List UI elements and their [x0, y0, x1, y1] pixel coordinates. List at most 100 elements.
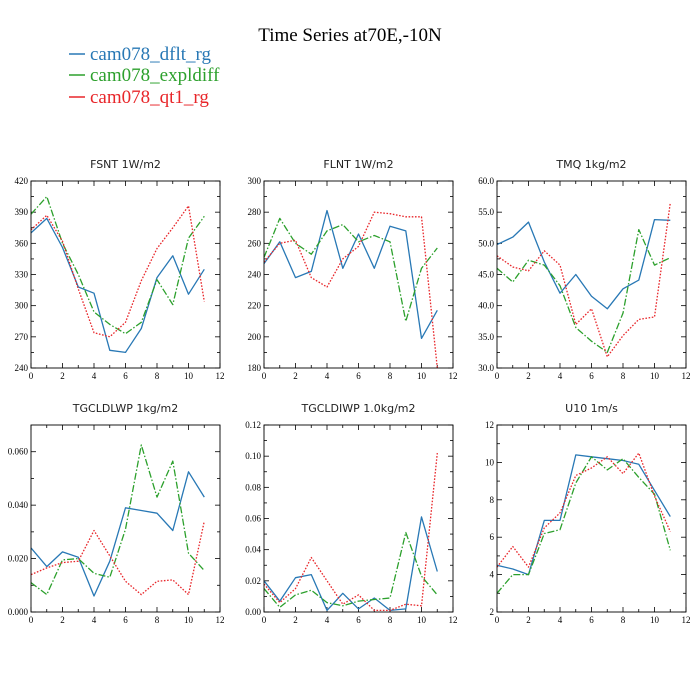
y-tick-label: 4 — [490, 570, 495, 580]
x-tick-label: 0 — [29, 615, 34, 625]
y-tick-label: 270 — [15, 332, 29, 342]
panel-0: FSNT 1W/m2 240 270 300 330 360 390 420 0 2 4 6 8 10 12 — [15, 158, 225, 381]
y-tick-label: 390 — [15, 207, 29, 217]
x-tick-label: 6 — [123, 371, 128, 381]
x-tick-label: 12 — [216, 615, 225, 625]
series-line-cam078_dflt_rg — [31, 471, 205, 597]
x-tick-label: 6 — [589, 371, 594, 381]
panel-title: TGCLDIWP 1.0kg/m2 — [300, 402, 415, 415]
x-tick-label: 8 — [388, 371, 393, 381]
legend-label-qt1: cam078_qt1_rg — [90, 87, 209, 108]
y-tick-label: 330 — [15, 270, 29, 280]
x-tick-label: 12 — [449, 371, 458, 381]
y-tick-label: 0.10 — [245, 451, 261, 461]
y-tick-label: 0.00 — [245, 607, 261, 617]
y-tick-label: 240 — [15, 363, 29, 373]
y-tick-label: 240 — [248, 270, 262, 280]
y-tick-label: 30.0 — [478, 363, 494, 373]
panel-frame — [496, 180, 687, 369]
x-tick-label: 0 — [262, 615, 267, 625]
y-tick-label: 300 — [248, 176, 262, 186]
y-tick-label: 280 — [248, 207, 262, 217]
panel-3: TGCLDLWP 1kg/m2 0.000 0.020 0.040 0.060 0 2 4 6 8… — [8, 402, 225, 625]
x-tick-label: 4 — [558, 371, 563, 381]
x-tick-label: 8 — [621, 371, 626, 381]
series-line-cam078_qt1_rg — [264, 211, 438, 368]
x-tick-label: 12 — [449, 615, 458, 625]
y-tick-label: 60.0 — [478, 176, 494, 186]
series-line-cam078_dflt_rg — [264, 516, 438, 612]
series-line-cam078_dflt_rg — [264, 209, 438, 340]
y-tick-label: 12 — [485, 420, 494, 430]
legend-label-dflt: cam078_dflt_rg — [90, 44, 212, 65]
x-tick-label: 4 — [325, 371, 330, 381]
x-tick-label: 4 — [558, 615, 563, 625]
y-tick-label: 40.0 — [478, 301, 494, 311]
panel-title: U10 1m/s — [565, 402, 618, 415]
y-tick-label: 180 — [248, 363, 262, 373]
x-tick-label: 0 — [262, 371, 267, 381]
x-tick-label: 2 — [293, 371, 298, 381]
panel-1: FLNT 1W/m2 180 200 220 240 260 280 300 0 2 4 6 8 10 12 — [248, 158, 458, 381]
series-line-cam078_expldiff — [497, 228, 671, 354]
x-tick-label: 10 — [650, 615, 660, 625]
x-tick-label: 2 — [526, 371, 531, 381]
y-tick-label: 0.04 — [245, 545, 261, 555]
x-tick-label: 2 — [293, 615, 298, 625]
y-tick-label: 0.000 — [8, 607, 29, 617]
series-line-cam078_expldiff — [497, 456, 671, 594]
y-tick-label: 200 — [248, 332, 262, 342]
panel-title: TMQ 1kg/m2 — [555, 158, 626, 171]
y-tick-label: 0.040 — [8, 500, 29, 510]
y-tick-label: 45.0 — [478, 270, 494, 280]
x-tick-label: 0 — [495, 371, 500, 381]
x-tick-label: 10 — [417, 615, 427, 625]
panel-frame — [496, 424, 687, 613]
y-tick-label: 260 — [248, 238, 262, 248]
legend: cam078_dflt_rg cam078_expldiff cam078_qt… — [69, 44, 220, 108]
panel-frame — [30, 180, 221, 369]
x-tick-label: 0 — [29, 371, 34, 381]
panel-2: TMQ 1kg/m2 30.0 35.0 40.0 45.0 50.0 55.0 60.0 0 2… — [478, 158, 690, 381]
series-line-cam078_qt1_rg — [497, 202, 671, 358]
x-tick-label: 6 — [123, 615, 128, 625]
y-tick-label: 0.08 — [245, 482, 261, 492]
y-tick-label: 55.0 — [478, 207, 494, 217]
series-line-cam078_expldiff — [31, 444, 205, 596]
y-tick-label: 0.06 — [245, 514, 261, 524]
y-tick-label: 2 — [490, 607, 495, 617]
panel-4: TGCLDIWP 1.0kg/m2 0.00 0.02 0.04 0.06 0.08 0.1… — [245, 402, 457, 625]
y-tick-label: 0.12 — [245, 420, 261, 430]
x-tick-label: 2 — [526, 615, 531, 625]
x-tick-label: 6 — [356, 615, 361, 625]
y-tick-label: 35.0 — [478, 332, 494, 342]
y-tick-label: 10 — [485, 457, 495, 467]
x-tick-label: 0 — [495, 615, 500, 625]
panel-frame — [263, 180, 454, 369]
x-tick-label: 12 — [216, 371, 225, 381]
x-tick-label: 10 — [650, 371, 660, 381]
y-tick-label: 360 — [15, 238, 29, 248]
x-tick-label: 4 — [92, 615, 97, 625]
series-line-cam078_expldiff — [264, 531, 438, 608]
series-line-cam078_expldiff — [31, 195, 205, 335]
series-line-cam078_qt1_rg — [264, 453, 438, 612]
x-tick-label: 4 — [325, 615, 330, 625]
panel-title: FSNT 1W/m2 — [90, 158, 161, 171]
y-tick-label: 0.02 — [245, 576, 261, 586]
x-tick-label: 2 — [60, 371, 65, 381]
x-tick-label: 10 — [417, 371, 427, 381]
x-tick-label: 8 — [388, 615, 393, 625]
series-line-cam078_qt1_rg — [31, 521, 205, 596]
x-tick-label: 12 — [682, 615, 691, 625]
series-line-cam078_qt1_rg — [497, 452, 671, 568]
x-tick-label: 4 — [92, 371, 97, 381]
x-tick-label: 12 — [682, 371, 691, 381]
y-tick-label: 300 — [15, 301, 29, 311]
y-tick-label: 50.0 — [478, 238, 494, 248]
y-tick-label: 420 — [15, 176, 29, 186]
x-tick-label: 6 — [356, 371, 361, 381]
